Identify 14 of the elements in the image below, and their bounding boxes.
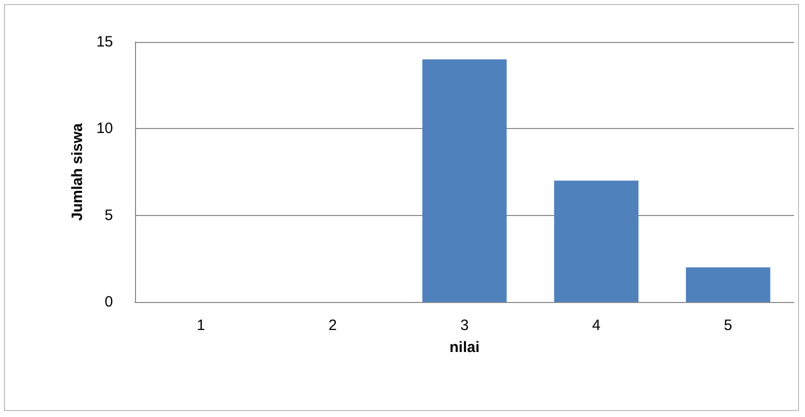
x-tick-label: 4: [592, 317, 600, 334]
bar: [686, 267, 770, 302]
x-axis-title: nilai: [449, 339, 480, 356]
y-tick-label: 0: [104, 294, 113, 310]
y-tick-label: 15: [96, 34, 113, 50]
x-tick-label: 5: [724, 317, 732, 334]
x-tick-label: 2: [328, 317, 337, 334]
x-tick-label: 3: [460, 317, 469, 334]
y-axis-title: Jumlah siswa: [69, 122, 86, 221]
bar: [554, 180, 638, 302]
y-tick-label: 10: [96, 120, 113, 138]
x-tick-label: 1: [196, 317, 206, 334]
bar: [422, 59, 507, 302]
y-tick-label: 5: [104, 206, 113, 224]
